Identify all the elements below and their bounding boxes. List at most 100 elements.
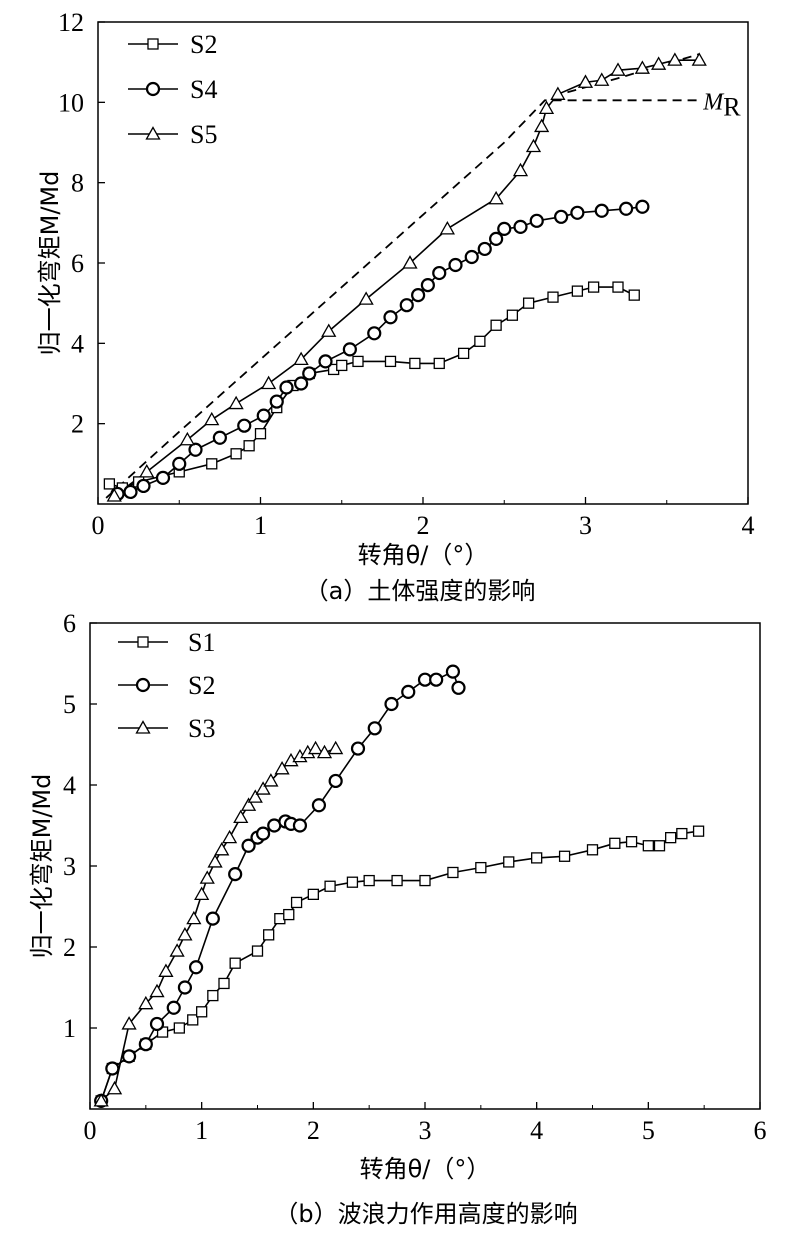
chart-a-series-s2-point xyxy=(433,357,445,370)
chart-b-ytick-label: 6 xyxy=(63,609,76,638)
chart-a-series-s4-point xyxy=(411,288,426,303)
chart-a-ytick-label: 6 xyxy=(71,249,84,278)
chart-a-series-s4-point xyxy=(420,277,435,293)
chart-a-series-s4-point xyxy=(489,231,504,246)
chart-a-series-s2-point xyxy=(457,347,470,360)
chart-a-series-s4-point xyxy=(172,456,187,471)
chart-b-series-s2-point xyxy=(228,866,243,882)
chart-a-series-s4-point xyxy=(136,478,151,494)
chart-a-series-s2-point xyxy=(506,309,519,321)
chart-a-series-s4-point xyxy=(554,209,569,224)
chart-a-xtick-label: 4 xyxy=(742,511,755,540)
chart-a-series-s5-point xyxy=(550,86,566,100)
chart-a-series-s2-point xyxy=(474,335,486,347)
chart-a-series-s4-point xyxy=(342,342,357,357)
chart-b-series-s1-point xyxy=(692,825,705,837)
chart-b-series-s1-point xyxy=(609,837,621,849)
chart-b-series-s2-point xyxy=(121,1049,137,1064)
chart-b-ticks: 0 1 2 3 4 5 6 1 2 3 4 5 6 xyxy=(63,609,767,1145)
chart-b-series-s3-point xyxy=(177,927,193,941)
chart-a-series-s4-point xyxy=(513,219,528,234)
chart-a-series-s5-point xyxy=(538,100,555,115)
legend-a-s4-marker xyxy=(145,81,161,97)
chart-a-series-s4-point xyxy=(383,310,398,325)
legend-a-s4-label: S4 xyxy=(190,75,217,104)
chart-b-xtick-label: 4 xyxy=(530,1116,543,1145)
chart-a-ytick-label: 4 xyxy=(71,329,84,358)
chart-b-series-s1-point xyxy=(447,866,459,879)
chart-a-series-s5-point xyxy=(488,190,504,205)
chart-a-series-s2-point xyxy=(409,357,421,370)
chart-b-series-s1-point xyxy=(346,876,359,888)
chart-b-series-s2-point xyxy=(367,721,382,736)
chart-b-xtick-label: 1 xyxy=(195,1116,208,1145)
chart-a-series-s5-point xyxy=(439,221,455,235)
chart-b-series-s1-point xyxy=(665,832,677,844)
chart-a-series-s5-point xyxy=(321,323,337,337)
chart-a-series-s4-point xyxy=(212,430,227,445)
chart-b-series-s3-point xyxy=(121,1016,137,1030)
chart-a-series-s2-point xyxy=(628,289,640,301)
chart-a-xtick-label: 2 xyxy=(417,511,430,540)
chart-b-series-s3-point xyxy=(138,995,154,1010)
chart-a-legend: S2 S4 S5 xyxy=(128,30,217,149)
chart-a-series-s4-point xyxy=(256,408,271,423)
chart-b-ytick-label: 1 xyxy=(63,1014,76,1043)
chart-b-series-s1-point xyxy=(558,850,571,862)
chart-a-series-s4-point xyxy=(464,249,479,265)
chart-b-series-s2-point xyxy=(429,672,444,687)
chart-a-series-s4-point xyxy=(635,199,650,214)
chart-b-series-s3-point xyxy=(240,797,257,811)
chart-b-series-s1-point xyxy=(531,852,543,864)
chart-a-mr-label: MR xyxy=(702,89,741,121)
chart-a-series-s5-point xyxy=(667,52,683,66)
chart-b-series-s1-point xyxy=(419,874,431,887)
legend-b-s1-marker xyxy=(137,636,149,648)
chart-b-series-s2-point xyxy=(166,1000,181,1015)
chart-b-series-s3-point xyxy=(207,854,223,868)
chart-a-series-s5-point xyxy=(651,56,667,70)
chart-a-series-s2-point xyxy=(352,355,364,368)
chart-b-series-s1-point xyxy=(586,844,599,856)
chart-b-series-s3-point xyxy=(194,886,210,900)
chart-a-series-s4-point xyxy=(318,354,333,369)
chart-b-series-s1-point xyxy=(218,977,230,990)
chart-b-series-s3-point xyxy=(93,1093,109,1107)
chart-b-series-s3-point xyxy=(307,740,324,755)
chart-b-series-s1-point xyxy=(251,945,264,957)
chart-a-series-s2-point xyxy=(612,281,624,293)
chart-a-ytick-label: 10 xyxy=(58,88,84,117)
chart-b-series-s2-point xyxy=(105,1061,120,1076)
chart-b-series-s1-point xyxy=(263,929,275,941)
chart-a-series-s2-point xyxy=(206,458,218,470)
chart-a-series-s4-point xyxy=(477,241,492,257)
chart-a-series-s5-point xyxy=(610,62,626,76)
chart-b-series-s1-point xyxy=(475,861,487,874)
chart-a-series-s4-point xyxy=(188,442,203,457)
chart-b-series-s1-point xyxy=(283,908,295,921)
chart-a-series-s2-point xyxy=(336,359,348,372)
chart-b-series-s1-point xyxy=(173,1022,185,1034)
chart-b-series-s2-point xyxy=(401,684,416,699)
chart-a-caption: （a）土体强度的影响 xyxy=(305,577,536,605)
legend-b-s3-marker xyxy=(135,720,151,734)
chart-a-series-s5-point xyxy=(534,118,550,133)
chart-a-xlabel: 转角θ/（°） xyxy=(358,541,489,569)
chart-b-series-s3-point xyxy=(221,829,238,844)
chart-b-caption: （b）波浪力作用高度的影响 xyxy=(274,1200,577,1228)
chart-b-ytick-label: 3 xyxy=(63,852,76,881)
chart-b-series-s2-point xyxy=(149,1016,165,1032)
chart-a-series-s4-point xyxy=(399,298,414,313)
chart-a-mr-main: M xyxy=(702,89,725,115)
legend-a-s5-label: S5 xyxy=(190,120,217,149)
chart-b-xtick-label: 5 xyxy=(642,1116,655,1145)
chart-a-series-s4-point xyxy=(570,205,585,220)
legend-b-s2-marker xyxy=(135,677,151,693)
chart-b-ytick-label: 2 xyxy=(63,933,76,962)
chart-b-ylabel: 归一化弯矩M/Md xyxy=(28,774,56,959)
chart-b-series-s3-line xyxy=(100,747,336,1102)
chart-b-series-s2-point xyxy=(292,818,308,833)
chart-a-series-s4-point xyxy=(367,326,382,341)
